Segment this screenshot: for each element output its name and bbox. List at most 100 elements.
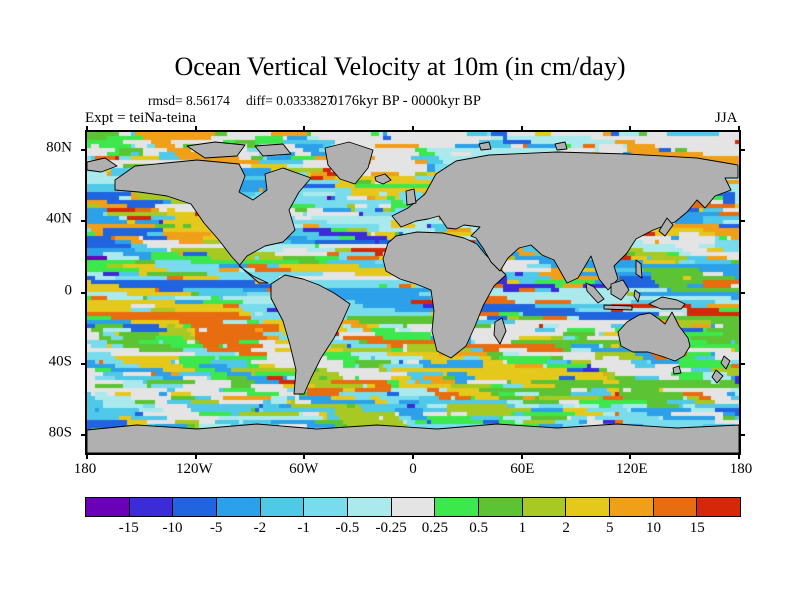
axis-tick — [412, 453, 414, 459]
colorbar-tick-label: 2 — [562, 520, 570, 536]
axis-tick — [739, 434, 745, 437]
lon-tick-label: 0 — [409, 461, 417, 477]
colorbar-segment — [653, 498, 698, 516]
colorbar-segment — [435, 498, 480, 516]
axis-tick — [194, 453, 197, 459]
land-tasmania — [672, 365, 682, 375]
lon-tick-label: 60E — [510, 461, 535, 477]
axis-tick — [738, 126, 740, 132]
axis-tick — [520, 453, 523, 459]
land-united-kingdom — [405, 188, 417, 206]
colorbar-segment — [86, 498, 130, 516]
axis-tick — [81, 148, 87, 151]
map-plot — [81, 126, 745, 459]
axis-tick — [303, 126, 306, 132]
colorbar-segment — [391, 498, 436, 516]
axis-tick — [81, 220, 87, 223]
axis-tick — [738, 453, 740, 459]
axis-tick — [81, 291, 87, 294]
colorbar-tick-label: 0.25 — [421, 520, 448, 536]
colorbar-tick-label: -15 — [118, 520, 139, 536]
axis-tick — [303, 453, 306, 459]
colorbar-tick-label: -0.5 — [335, 520, 360, 536]
lon-tick-label: 180 — [729, 461, 753, 477]
land-iceland — [374, 173, 392, 185]
land-arctic-islands — [186, 141, 246, 159]
axis-tick — [86, 453, 88, 459]
colorbar-tick-label: -10 — [162, 520, 183, 536]
rmsd-value: rmsd= 8.56174 — [148, 93, 230, 108]
land-new-zealand-north — [720, 355, 731, 370]
colorbar-tick-label: -0.25 — [375, 520, 407, 536]
land-chukotka-west — [87, 157, 118, 173]
colorbar-segment — [129, 498, 174, 516]
axis-tick — [412, 126, 414, 132]
land-new-guinea — [648, 296, 686, 310]
lat-axis: 80N 40N 0 40S 80S — [30, 130, 78, 451]
colorbar-segment — [304, 498, 349, 516]
axis-tick — [629, 126, 632, 132]
land-arctic-islands-2 — [254, 143, 292, 157]
colorbar-tick-label: 1 — [518, 520, 527, 536]
colorbar-segment — [479, 498, 523, 516]
colorbar-segment — [173, 498, 218, 516]
land-africa — [382, 231, 507, 359]
land-north-america — [114, 159, 312, 284]
lon-tick-label: 180 — [73, 461, 97, 477]
lon-tick-label: 120W — [175, 461, 213, 477]
colorbar-labels: -15 -10 -5 -2 -1 -0.5 -0.25 0.25 0.5 1 2 5 10 15 — [85, 520, 741, 540]
experiment-label: Expt = teiNa-teina — [85, 110, 196, 126]
lat-tick-label: 80S — [48, 424, 72, 441]
land-sumatra — [585, 282, 605, 304]
colorbar-tick-label: 15 — [689, 520, 705, 536]
lat-tick-label: 80N — [46, 139, 72, 156]
colorbar-tick-label: 10 — [646, 520, 662, 536]
axis-tick — [739, 220, 745, 223]
colorbar-tick-label: 0.5 — [469, 520, 488, 536]
colorbar-tick-label: 5 — [606, 520, 614, 536]
axis-tick — [739, 362, 745, 365]
lon-tick-label: 60W — [289, 461, 319, 477]
colorbar-tick-label: -2 — [253, 520, 267, 536]
land-south-america — [270, 274, 351, 395]
colorbar-tick-label: -1 — [297, 520, 310, 536]
land-australia — [617, 311, 691, 362]
colorbar-segment — [348, 498, 392, 516]
lon-axis: 180 120W 60W 0 60E 120E 180 — [74, 461, 753, 481]
lat-tick-label: 40N — [46, 210, 72, 227]
season-label: JJA — [715, 110, 738, 126]
land-greenland — [324, 141, 374, 185]
chart-title: Ocean Vertical Velocity at 10m (in cm/da… — [174, 52, 626, 81]
time-range-label: 0176kyr BP - 0000kyr BP — [330, 93, 481, 109]
lat-tick-label: 0 — [64, 282, 73, 298]
axis-tick — [81, 434, 87, 437]
colorbar-segment — [610, 498, 654, 516]
axis-tick — [520, 126, 523, 132]
land-new-zealand-south — [711, 369, 724, 384]
land-antarctica — [87, 423, 739, 453]
axis-tick — [86, 126, 88, 132]
colorbar-segment — [697, 498, 741, 516]
colorbar-wrap: -15 -10 -5 -2 -1 -0.5 -0.25 0.25 0.5 1 2 5 10 15 — [85, 497, 741, 540]
colorbar-segment — [260, 498, 305, 516]
colorbar-segment — [566, 498, 611, 516]
land-severnaya — [554, 141, 568, 151]
colorbar-segment — [217, 498, 261, 516]
axis-tick — [739, 291, 745, 294]
lat-tick-label: 40S — [48, 353, 72, 370]
land-java — [603, 304, 633, 311]
land-sulawesi — [633, 289, 641, 303]
axis-tick — [194, 126, 197, 132]
land-japan — [658, 217, 674, 237]
land-borneo — [610, 279, 630, 301]
colorbar — [85, 497, 741, 517]
diff-value: diff= 0.0333827 — [246, 93, 334, 108]
land-eurasia — [391, 151, 739, 291]
lon-tick-label: 120E — [615, 461, 648, 477]
axis-tick — [81, 362, 87, 365]
colorbar-segment — [522, 498, 567, 516]
colorbar-tick-label: -5 — [209, 520, 223, 536]
land-overlay — [87, 141, 739, 453]
land-philippines — [635, 259, 643, 279]
